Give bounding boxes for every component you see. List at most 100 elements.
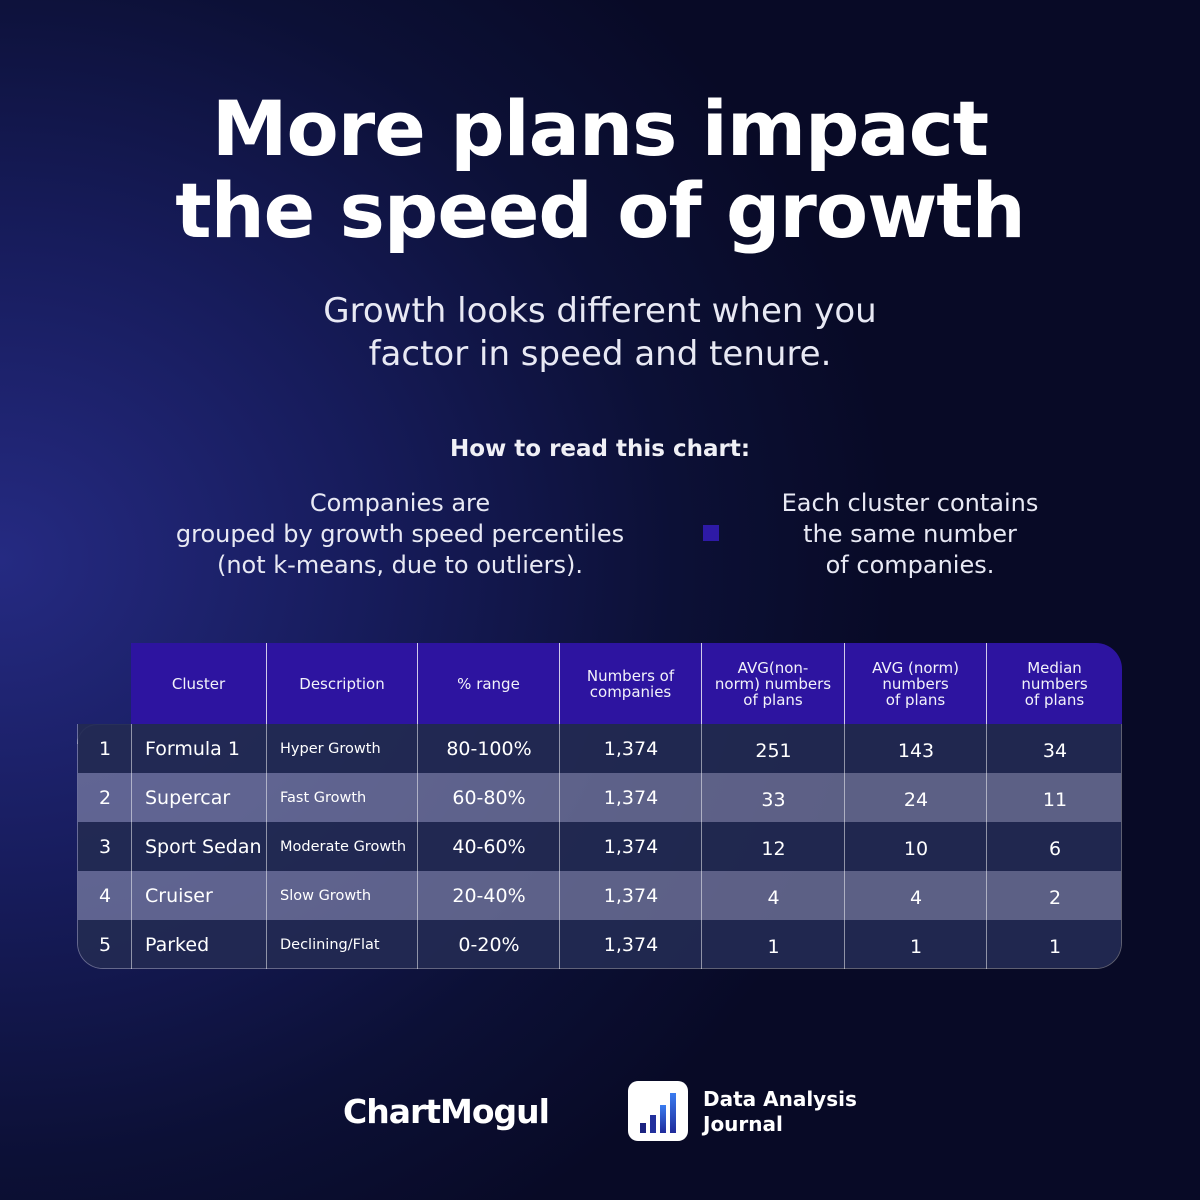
bar-chart-icon bbox=[628, 1081, 688, 1141]
header-label: Median numbers of plans bbox=[1021, 660, 1087, 708]
median-plans: 11 bbox=[1042, 788, 1068, 811]
percent-range: 40-60% bbox=[452, 835, 526, 858]
header-label-line: Numbers of bbox=[586, 666, 675, 685]
row-index: 3 bbox=[98, 835, 112, 858]
header-label-line: Median bbox=[1027, 658, 1082, 677]
median-plans: 6 bbox=[1048, 837, 1062, 860]
column-divider bbox=[559, 643, 560, 969]
header-label-line: norm) numbers bbox=[714, 674, 832, 693]
avg-norm-plans: 4 bbox=[909, 886, 923, 909]
median-plans: 2 bbox=[1048, 886, 1062, 909]
header-cluster: Cluster bbox=[131, 643, 266, 724]
percent-range: 80-100% bbox=[446, 737, 532, 760]
header-description: Description bbox=[266, 643, 417, 724]
companies-count: 1,374 bbox=[603, 786, 659, 809]
avg-norm-plans: 1 bbox=[909, 935, 923, 958]
companies-count: 1,374 bbox=[603, 933, 659, 956]
table-row: 3 Sport Sedan Moderate Growth 40-60% 1,374 12… bbox=[78, 822, 1121, 871]
column-divider bbox=[701, 643, 702, 969]
bar-chart-icon-svg bbox=[640, 1093, 676, 1133]
avg-norm-plans: 10 bbox=[903, 837, 929, 860]
description: Moderate Growth bbox=[280, 838, 407, 855]
brand-line-1: Data Analysis bbox=[703, 1087, 857, 1111]
page-subtitle: Growth looks different when you factor i… bbox=[0, 290, 1200, 376]
description: Slow Growth bbox=[280, 887, 372, 904]
header-label-line: of plans bbox=[1024, 690, 1085, 709]
note-right-line: Each cluster contains bbox=[781, 489, 1039, 517]
note-right-line: the same number bbox=[803, 520, 1017, 548]
header-label: Numbers of companies bbox=[587, 668, 674, 700]
note-left: Companies are grouped by growth speed pe… bbox=[150, 488, 650, 581]
column-divider bbox=[844, 643, 845, 969]
data-analysis-journal-logo: Data Analysis Journal bbox=[703, 1087, 857, 1137]
column-divider bbox=[417, 643, 418, 969]
avg-norm-plans: 143 bbox=[897, 739, 935, 762]
cluster-name: Formula 1 bbox=[145, 737, 240, 760]
table-row: 1 Formula 1 Hyper Growth 80-100% 1,374 251 143… bbox=[78, 724, 1121, 773]
header-label: % range bbox=[457, 676, 520, 692]
percent-range: 60-80% bbox=[452, 786, 526, 809]
companies-count: 1,374 bbox=[603, 737, 659, 760]
header-label: AVG (norm) numbers of plans bbox=[872, 660, 959, 708]
header-label-line: numbers bbox=[882, 674, 949, 693]
header-label-line: numbers bbox=[1021, 674, 1088, 693]
header-avg-non-norm: AVG(non-norm) numbers of plans bbox=[701, 643, 844, 724]
header-median: Median numbers of plans bbox=[986, 643, 1122, 724]
description: Declining/Flat bbox=[280, 936, 380, 953]
avg-non-norm-plans: 1 bbox=[767, 935, 780, 958]
row-index: 1 bbox=[98, 737, 112, 760]
median-plans: 34 bbox=[1042, 739, 1068, 762]
header-label-line: of plans bbox=[885, 690, 946, 709]
how-to-read-heading: How to read this chart: bbox=[449, 436, 751, 462]
header-avg-norm: AVG (norm) numbers of plans bbox=[844, 643, 986, 724]
chartmogul-logo: ChartMogul bbox=[343, 1092, 550, 1131]
header-label: Description bbox=[299, 676, 384, 692]
avg-non-norm-plans: 33 bbox=[761, 788, 786, 811]
description: Fast Growth bbox=[280, 789, 367, 806]
note-left-line: (not k-means, due to outliers). bbox=[216, 551, 583, 579]
title-line-2: the speed of growth bbox=[175, 166, 1026, 255]
table-row: 2 Supercar Fast Growth 60-80% 1,374 33 24 11 bbox=[78, 773, 1121, 822]
note-right: Each cluster contains the same number of… bbox=[740, 488, 1080, 581]
header-label-line: Cluster bbox=[171, 674, 226, 693]
title-line-1: More plans impact bbox=[211, 84, 989, 173]
header-companies: Numbers of companies bbox=[559, 643, 701, 724]
row-index: 2 bbox=[98, 786, 112, 809]
header-range: % range bbox=[417, 643, 559, 724]
percent-range: 0-20% bbox=[458, 933, 520, 956]
description: Hyper Growth bbox=[280, 740, 381, 757]
percent-range: 20-40% bbox=[452, 884, 526, 907]
table-row: 4 Cruiser Slow Growth 20-40% 1,374 4 4 2 bbox=[78, 871, 1121, 920]
table-header-band bbox=[131, 643, 1122, 724]
column-divider bbox=[986, 643, 987, 969]
header-label: Cluster bbox=[172, 676, 225, 692]
note-left-line: Companies are bbox=[309, 489, 491, 517]
cluster-name: Sport Sedan bbox=[145, 835, 262, 858]
table-body: 1 Formula 1 Hyper Growth 80-100% 1,374 251 143… bbox=[77, 724, 1122, 969]
note-left-line: grouped by growth speed percentiles bbox=[175, 520, 625, 548]
header-label: AVG(non-norm) numbers of plans bbox=[715, 660, 831, 708]
header-label-line: AVG (norm) bbox=[872, 658, 959, 677]
avg-non-norm-plans: 251 bbox=[755, 739, 792, 762]
subtitle-line-2: factor in speed and tenure. bbox=[368, 334, 832, 374]
companies-count: 1,374 bbox=[603, 884, 659, 907]
cluster-name: Parked bbox=[145, 933, 210, 956]
cluster-name: Supercar bbox=[145, 786, 231, 809]
header-label-line: companies bbox=[589, 682, 672, 701]
subtitle-line-1: Growth looks different when you bbox=[323, 291, 877, 331]
avg-non-norm-plans: 4 bbox=[767, 886, 780, 909]
column-divider bbox=[266, 643, 267, 969]
brand-line-2: Journal bbox=[703, 1112, 783, 1136]
table-row: 5 Parked Declining/Flat 0-20% 1,374 1 1 1 bbox=[78, 920, 1121, 968]
header-label-line: AVG(non- bbox=[737, 658, 809, 677]
row-index: 5 bbox=[98, 933, 112, 956]
header-label-line: Description bbox=[299, 674, 385, 693]
header-label-line: % range bbox=[457, 674, 520, 693]
note-right-line: of companies. bbox=[825, 551, 995, 579]
avg-non-norm-plans: 12 bbox=[761, 837, 786, 860]
page-title: More plans impact the speed of growth bbox=[0, 88, 1200, 252]
row-index: 4 bbox=[98, 884, 112, 907]
header-label-line: of plans bbox=[743, 690, 803, 709]
separator-square-icon bbox=[703, 525, 719, 541]
cluster-name: Cruiser bbox=[145, 884, 213, 907]
